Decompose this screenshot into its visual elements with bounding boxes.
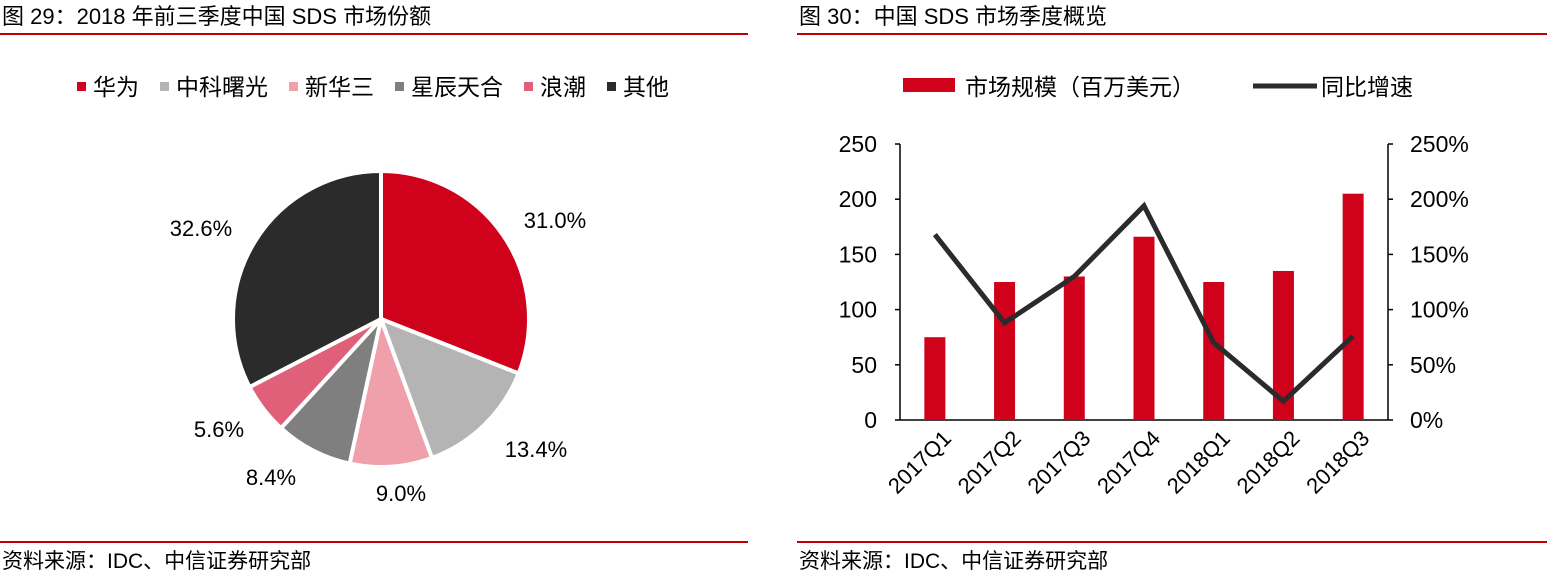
legend-swatch [160, 82, 169, 91]
figure-title: 图 29：2018 年前三季度中国 SDS 市场份额 [2, 4, 432, 29]
legend-item: 同比增速 [1253, 74, 1413, 100]
right-tick-label: 50% [1410, 352, 1456, 378]
left-tick-label: 200 [839, 186, 877, 212]
right-tick-label: 250% [1410, 131, 1469, 157]
x-tick-label: 2017Q3 [1022, 426, 1095, 499]
pie-data-label: 13.4% [505, 437, 567, 462]
pie-figure-panel: 图 29：2018 年前三季度中国 SDS 市场份额 华为 中科曙光 新华三 星辰天合… [0, 0, 750, 577]
source-note: 资料来源：IDC、中信证券研究部 [2, 550, 312, 573]
right-tick-label: 200% [1410, 186, 1469, 212]
legend-item: 浪潮 [524, 74, 586, 100]
bar [1133, 236, 1155, 420]
pie-slices [231, 169, 531, 469]
legend-swatch [524, 82, 533, 91]
x-tick-label: 2018Q3 [1301, 426, 1374, 499]
right-tick-label: 100% [1410, 297, 1469, 323]
figure-title: 图 30：中国 SDS 市场季度概览 [799, 4, 1108, 29]
pie-data-label: 8.4% [246, 465, 296, 490]
combo-legend: 市场规模（百万美元） 同比增速 [903, 74, 1413, 100]
growth-line [932, 201, 1355, 405]
left-tick-label: 100 [839, 297, 877, 323]
pie-data-label: 31.0% [524, 208, 586, 233]
legend-swatch [395, 82, 404, 91]
pie-slice [231, 169, 383, 390]
title-rule [797, 33, 1547, 35]
pie-data-label: 9.0% [376, 481, 426, 506]
left-tick-label: 150 [839, 241, 877, 267]
bar-series [924, 193, 1364, 420]
axes: 0 50 100 150 200 250 0% 50% 100% 150% 200% 250% [839, 131, 1469, 433]
right-tick-label: 0% [1410, 407, 1443, 433]
pie-data-label: 32.6% [170, 216, 232, 241]
pie-legend: 华为 中科曙光 新华三 星辰天合 浪潮 其他 [77, 74, 669, 100]
legend-item: 市场规模（百万美元） [903, 74, 1195, 100]
legend-item: 新华三 [289, 74, 374, 100]
bar [1342, 193, 1364, 420]
x-tick-label: 2017Q1 [883, 426, 956, 499]
pie-chart: 华为 中科曙光 新华三 星辰天合 浪潮 其他31.0%13.4%9.0%8.4%5.6%3… [77, 74, 669, 506]
bar [1272, 270, 1294, 420]
title-rule [0, 33, 748, 35]
legend-item: 华为 [77, 74, 139, 100]
bar [1203, 282, 1225, 420]
legend-label: 新华三 [305, 74, 374, 100]
right-tick-label: 150% [1410, 241, 1469, 267]
left-tick-label: 0 [864, 407, 877, 433]
legend-item: 其他 [607, 74, 669, 100]
left-tick-label: 250 [839, 131, 877, 157]
bar-line-chart: 市场规模（百万美元） 同比增速 0 50 100 150 200 250 0% 50% 100% 15… [839, 74, 1469, 499]
legend-label: 星辰天合 [411, 74, 503, 100]
pie-data-labels: 31.0% 13.4% 9.0% 8.4%5.6% 32.6% [170, 208, 586, 506]
bar [1063, 276, 1085, 420]
x-tick-label: 2017Q4 [1092, 426, 1165, 499]
bar [924, 337, 946, 420]
source-rule [797, 541, 1547, 543]
pie-slice [379, 317, 521, 460]
legend-label: 同比增速 [1321, 74, 1413, 100]
legend-label: 中科曙光 [176, 74, 268, 100]
legend-label: 市场规模（百万美元） [965, 74, 1195, 100]
legend-swatch [607, 82, 616, 91]
legend-swatch [903, 78, 955, 92]
bar [994, 282, 1016, 420]
x-tick-label: 2017Q2 [953, 426, 1026, 499]
legend-swatch [77, 82, 86, 91]
x-tick-label: 2018Q1 [1162, 426, 1235, 499]
source-rule [0, 541, 748, 543]
legend-item: 星辰天合 [395, 74, 503, 100]
legend-label: 浪潮 [540, 74, 586, 100]
pie-slice [379, 169, 531, 376]
legend-item: 中科曙光 [160, 74, 268, 100]
legend-swatch [289, 82, 298, 91]
left-tick-label: 50 [851, 352, 877, 378]
pie-data-label: 5.6% [194, 417, 244, 442]
legend-label: 其他 [623, 74, 669, 100]
x-tick-labels: 2017Q12017Q22017Q32017Q42018Q12018Q22018… [883, 426, 1374, 499]
bar-line-figure-panel: 图 30：中国 SDS 市场季度概览 市场规模（百万美元） 同比增速 0 50 100 1… [797, 0, 1547, 577]
x-tick-label: 2018Q2 [1232, 426, 1305, 499]
source-note: 资料来源：IDC、中信证券研究部 [799, 550, 1109, 573]
legend-label: 华为 [93, 74, 139, 100]
